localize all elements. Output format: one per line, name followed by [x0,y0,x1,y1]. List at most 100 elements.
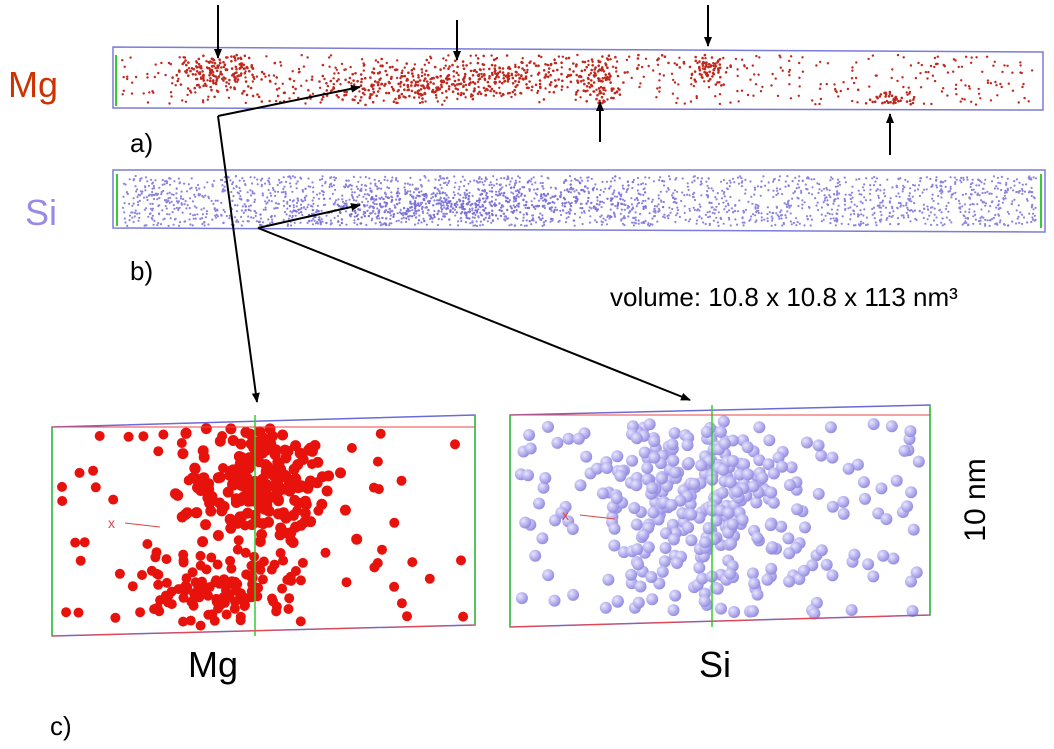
atom [591,58,594,61]
atom [628,502,640,514]
atom [298,71,300,73]
atom [775,212,777,214]
atom [1007,225,1009,227]
atom [1030,221,1032,223]
atom [342,201,344,203]
atom [506,54,509,57]
atom [489,90,492,93]
atom [244,72,247,75]
atom [507,177,509,179]
atom [140,177,142,179]
atom [585,66,588,69]
atom [995,84,997,86]
atom [355,200,357,202]
atom [176,200,178,202]
atom [209,77,212,80]
panel-label: c) [50,711,72,741]
atom [491,200,493,202]
atom [869,199,871,201]
atom [359,189,361,191]
panel-label: b) [130,256,153,286]
atom [604,73,607,76]
atom [840,90,842,92]
atom [856,101,858,103]
atom [443,207,445,209]
atom [524,195,526,197]
atom [637,54,640,57]
atom [636,197,638,199]
atom [425,574,435,584]
atom [744,179,746,181]
atom [579,182,581,184]
atom [164,183,166,185]
atom [917,62,919,64]
atom [241,177,243,179]
atom [726,67,728,69]
atom [501,82,504,85]
atom [123,76,125,78]
atom [627,205,629,207]
atom [340,505,351,516]
atom [543,76,546,79]
atom [754,189,756,191]
atom [633,179,635,181]
atom [375,95,378,98]
atom [479,181,481,183]
atom [74,608,84,618]
atom [266,196,268,198]
atom [931,198,933,200]
atom [255,565,265,575]
atom [95,431,105,441]
atom [901,76,903,78]
atom [897,207,899,209]
atom [646,482,658,494]
atom [235,71,238,74]
atom [172,490,183,501]
atom [707,216,709,218]
atom [457,88,460,91]
atom [651,218,653,220]
atom [600,86,603,89]
atom [614,175,616,177]
atom [554,85,557,88]
atom [958,200,960,202]
atom [479,194,481,196]
atom [943,64,945,66]
atom [200,65,203,68]
atom [986,191,988,193]
atom [575,74,578,77]
atom [420,184,422,186]
atom [757,205,759,207]
atom [1005,197,1007,199]
atom [589,86,592,89]
atom [286,208,288,210]
atom [829,189,831,191]
atom [521,61,524,64]
atom [146,76,148,78]
atom [965,217,967,219]
atom [889,223,891,225]
atom [656,221,658,223]
atom [447,197,449,199]
atom [421,68,424,71]
atom [959,202,961,204]
atom [438,218,440,220]
atom [198,188,200,190]
atom [891,77,893,79]
atom [494,82,497,85]
atom [854,204,856,206]
atom [1011,221,1013,223]
atom [362,88,365,91]
atom [713,220,715,222]
atom [175,197,177,199]
atom [893,98,896,101]
atom [459,194,461,196]
atom [330,223,332,225]
atom [425,206,427,208]
atom [374,80,377,83]
atom [372,210,374,212]
atom [348,81,351,84]
atom [361,201,363,203]
atom [185,64,188,67]
atom [227,176,229,178]
